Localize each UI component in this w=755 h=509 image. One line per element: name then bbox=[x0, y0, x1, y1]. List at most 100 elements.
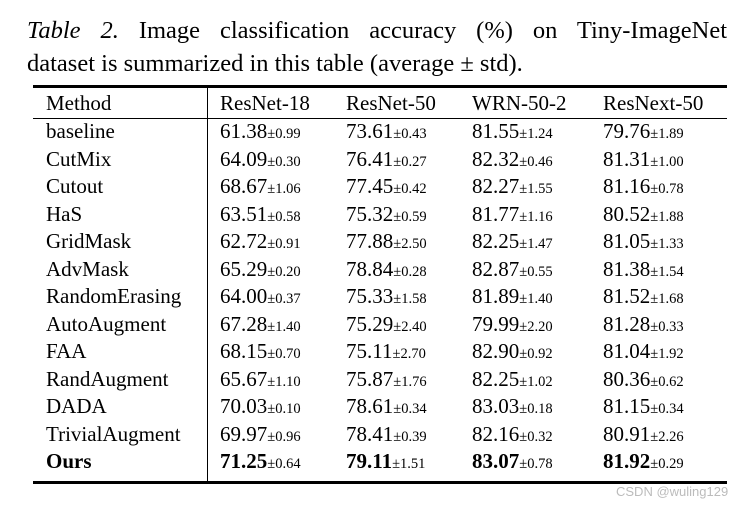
mean-value: 80.91 bbox=[603, 421, 651, 446]
std-value: ±0.58 bbox=[267, 208, 301, 225]
mean-value: 68.15 bbox=[220, 339, 268, 364]
method-cell: TrivialAugment bbox=[46, 421, 181, 446]
method-cell: HaS bbox=[46, 201, 83, 226]
mean-value: 62.72 bbox=[220, 229, 268, 254]
method-cell: DADA bbox=[46, 394, 107, 419]
table-row: AdvMask 65.29±0.20 78.84±0.28 82.87±0.55 81.… bbox=[33, 256, 727, 284]
value-cell: 69.97±0.96 bbox=[207, 421, 333, 449]
std-value: ±0.33 bbox=[650, 318, 684, 335]
value-cell: 82.16±0.32 bbox=[459, 421, 590, 449]
table-row: AutoAugment 67.28±1.40 75.29±2.40 79.99±2.2… bbox=[33, 311, 727, 339]
mean-value: 63.51 bbox=[220, 201, 268, 226]
std-value: ±0.59 bbox=[393, 208, 427, 225]
value-cell: 81.28±0.33 bbox=[590, 311, 727, 339]
table-row: baseline 61.38±0.99 73.61±0.43 81.55±1.24 79… bbox=[33, 118, 727, 146]
value-cell: 67.28±1.40 bbox=[207, 311, 333, 339]
mean-value: 67.28 bbox=[220, 311, 268, 336]
header-rule bbox=[33, 118, 727, 119]
value-cell: 77.88±2.50 bbox=[333, 228, 459, 256]
std-value: ±0.10 bbox=[267, 401, 301, 418]
mean-value: 79.99 bbox=[472, 311, 520, 336]
std-value: ±0.34 bbox=[650, 401, 684, 418]
std-value: ±1.40 bbox=[519, 291, 553, 308]
mean-value: 61.38 bbox=[220, 119, 268, 144]
mean-value: 81.04 bbox=[603, 339, 651, 364]
std-value: ±0.64 bbox=[267, 456, 301, 473]
value-cell: 76.41±0.27 bbox=[333, 146, 459, 174]
mean-value: 69.97 bbox=[220, 421, 268, 446]
value-cell: 80.52±1.88 bbox=[590, 201, 727, 229]
value-cell: 83.03±0.18 bbox=[459, 393, 590, 421]
header-method: Method bbox=[46, 90, 112, 115]
value-cell: 75.29±2.40 bbox=[333, 311, 459, 339]
mean-value: 80.36 bbox=[603, 366, 651, 391]
table-row: GridMask 62.72±0.91 77.88±2.50 82.25±1.47 81… bbox=[33, 228, 727, 256]
value-cell: 75.32±0.59 bbox=[333, 201, 459, 229]
value-cell: 78.84±0.28 bbox=[333, 256, 459, 284]
mean-value: 82.90 bbox=[472, 339, 520, 364]
value-cell: 81.92±0.29 bbox=[590, 448, 727, 476]
value-cell: 80.91±2.26 bbox=[590, 421, 727, 449]
std-value: ±0.78 bbox=[519, 456, 553, 473]
std-value: ±0.18 bbox=[519, 401, 553, 418]
method-cell: FAA bbox=[46, 339, 87, 364]
std-value: ±0.42 bbox=[393, 181, 427, 198]
mean-value: 75.29 bbox=[346, 311, 394, 336]
std-value: ±0.46 bbox=[519, 153, 553, 170]
value-cell: 65.67±1.10 bbox=[207, 366, 333, 394]
mean-value: 65.29 bbox=[220, 256, 268, 281]
value-cell: 68.15±0.70 bbox=[207, 338, 333, 366]
value-cell: 75.87±1.76 bbox=[333, 366, 459, 394]
method-cell: Ours bbox=[46, 449, 92, 474]
mean-value: 82.25 bbox=[472, 229, 520, 254]
mean-value: 82.25 bbox=[472, 366, 520, 391]
std-value: ±1.76 bbox=[393, 373, 427, 390]
mean-value: 65.67 bbox=[220, 366, 268, 391]
mean-value: 77.45 bbox=[346, 174, 394, 199]
std-value: ±1.68 bbox=[650, 291, 684, 308]
std-value: ±1.58 bbox=[393, 291, 427, 308]
mean-value: 82.87 bbox=[472, 256, 520, 281]
value-cell: 81.89±1.40 bbox=[459, 283, 590, 311]
mean-value: 64.09 bbox=[220, 146, 268, 171]
value-cell: 81.55±1.24 bbox=[459, 118, 590, 146]
value-cell: 81.16±0.78 bbox=[590, 173, 727, 201]
std-value: ±0.96 bbox=[267, 428, 301, 445]
mean-value: 68.67 bbox=[220, 174, 268, 199]
value-cell: 64.09±0.30 bbox=[207, 146, 333, 174]
value-cell: 82.25±1.47 bbox=[459, 228, 590, 256]
mean-value: 81.16 bbox=[603, 174, 651, 199]
std-value: ±0.91 bbox=[267, 236, 301, 253]
method-cell: AdvMask bbox=[46, 256, 129, 281]
std-value: ±0.62 bbox=[650, 373, 684, 390]
std-value: ±1.24 bbox=[519, 126, 553, 143]
mean-value: 80.52 bbox=[603, 201, 651, 226]
mean-value: 81.55 bbox=[472, 119, 520, 144]
value-cell: 62.72±0.91 bbox=[207, 228, 333, 256]
table-caption: Table 2. Image classification accuracy (… bbox=[27, 14, 727, 80]
value-cell: 77.45±0.42 bbox=[333, 173, 459, 201]
mean-value: 81.31 bbox=[603, 146, 651, 171]
table-row: FAA 68.15±0.70 75.11±2.70 82.90±0.92 81.04±1… bbox=[33, 338, 727, 366]
table-row: RandomErasing 64.00±0.37 75.33±1.58 81.89±1… bbox=[33, 283, 727, 311]
mean-value: 81.38 bbox=[603, 256, 651, 281]
mean-value: 71.25 bbox=[220, 449, 268, 474]
value-cell: 81.15±0.34 bbox=[590, 393, 727, 421]
mean-value: 70.03 bbox=[220, 394, 268, 419]
mean-value: 78.61 bbox=[346, 394, 394, 419]
value-cell: 65.29±0.20 bbox=[207, 256, 333, 284]
std-value: ±2.40 bbox=[393, 318, 427, 335]
value-cell: 82.32±0.46 bbox=[459, 146, 590, 174]
value-cell: 82.90±0.92 bbox=[459, 338, 590, 366]
mean-value: 81.52 bbox=[603, 284, 651, 309]
table-row: HaS 63.51±0.58 75.32±0.59 81.77±1.16 80.52±1… bbox=[33, 201, 727, 229]
column-separator bbox=[207, 88, 208, 481]
std-value: ±0.78 bbox=[650, 181, 684, 198]
value-cell: 82.87±0.55 bbox=[459, 256, 590, 284]
mean-value: 81.05 bbox=[603, 229, 651, 254]
mean-value: 81.28 bbox=[603, 311, 651, 336]
std-value: ±0.70 bbox=[267, 346, 301, 363]
std-value: ±0.32 bbox=[519, 428, 553, 445]
method-cell: RandomErasing bbox=[46, 284, 182, 309]
std-value: ±2.26 bbox=[650, 428, 684, 445]
